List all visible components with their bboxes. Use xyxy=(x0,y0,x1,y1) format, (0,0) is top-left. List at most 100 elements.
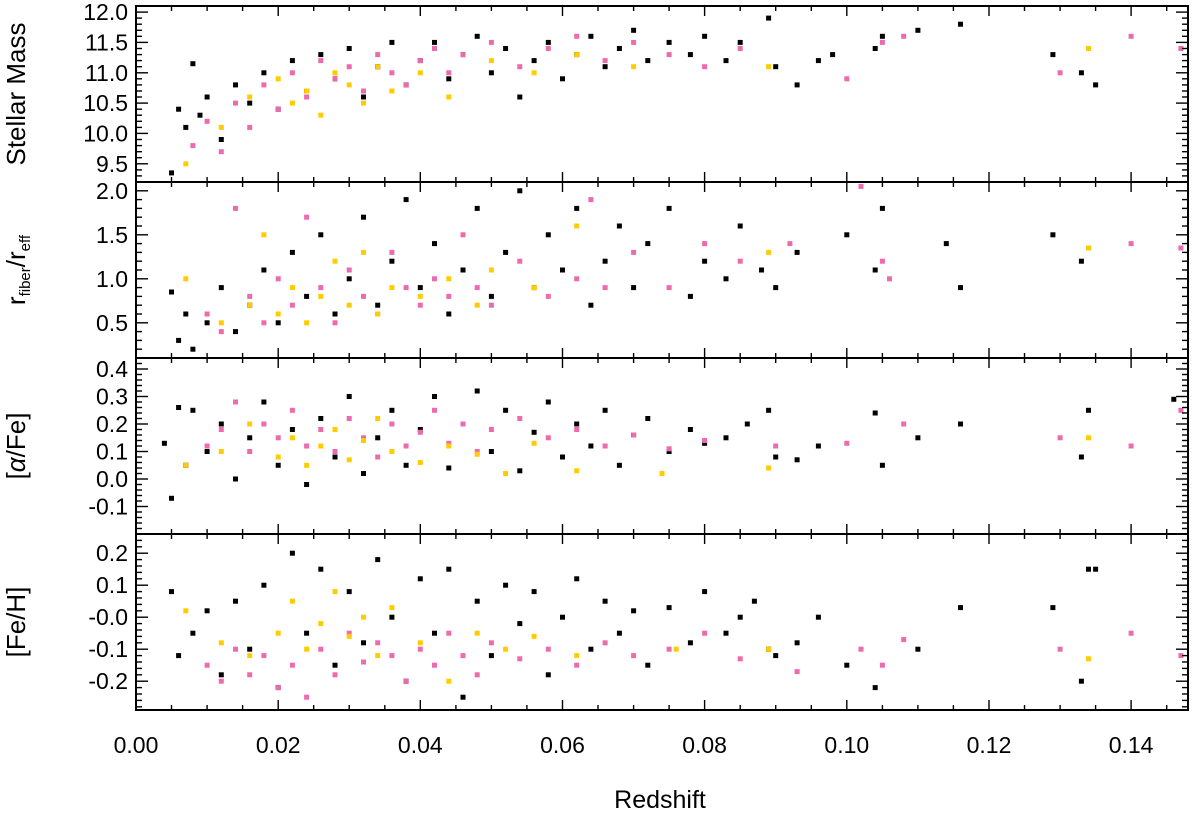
data-point xyxy=(204,662,210,668)
data-point xyxy=(588,302,594,308)
data-point xyxy=(872,46,878,51)
data-point xyxy=(247,646,253,652)
data-point xyxy=(275,454,281,460)
data-point xyxy=(346,457,352,463)
data-point xyxy=(474,302,480,308)
data-point xyxy=(488,302,494,308)
data-point xyxy=(361,88,366,94)
data-point xyxy=(346,267,352,273)
data-point xyxy=(631,653,637,659)
panel-4: -0.2 -0.1 -0.0 0.1 0.2 [Fe/H] xyxy=(1,533,1189,711)
data-point xyxy=(389,88,395,94)
data-point xyxy=(616,630,622,636)
y-tick-label: 1.5 xyxy=(96,222,128,248)
data-point xyxy=(446,440,452,446)
x-tick-label: 0.02 xyxy=(256,732,301,758)
data-point xyxy=(602,443,608,449)
data-point xyxy=(879,33,885,39)
y-tick-label: 0.2 xyxy=(96,411,128,437)
data-point xyxy=(531,633,537,639)
data-point xyxy=(574,33,580,39)
data-point xyxy=(645,662,651,668)
data-point xyxy=(289,285,295,291)
panel-4-frame xyxy=(135,533,1189,711)
data-point xyxy=(616,46,622,51)
data-point xyxy=(289,58,295,64)
data-point xyxy=(1128,241,1134,247)
data-point xyxy=(247,672,253,678)
data-point xyxy=(702,258,708,264)
data-point xyxy=(389,407,395,413)
data-point xyxy=(844,662,850,668)
y-tick-label: 0.3 xyxy=(96,384,128,410)
data-point xyxy=(531,440,537,446)
data-point xyxy=(218,329,224,335)
data-point xyxy=(1050,605,1056,611)
data-point xyxy=(460,52,466,58)
data-point xyxy=(737,39,743,45)
data-point xyxy=(723,630,729,636)
data-point xyxy=(588,443,594,449)
data-point xyxy=(218,427,224,432)
data-point xyxy=(318,443,324,449)
data-point xyxy=(247,653,253,659)
data-point xyxy=(631,249,637,255)
data-point xyxy=(702,64,708,70)
data-point xyxy=(531,58,537,64)
data-point xyxy=(403,443,409,449)
data-point xyxy=(289,550,295,556)
data-point xyxy=(183,276,189,282)
data-point xyxy=(503,646,509,652)
data-point xyxy=(1057,435,1063,441)
data-point xyxy=(488,640,494,646)
data-point xyxy=(318,52,324,58)
data-point xyxy=(389,285,395,291)
data-point xyxy=(1093,82,1099,88)
data-point xyxy=(616,223,622,229)
data-point xyxy=(318,427,324,432)
data-point xyxy=(545,293,551,299)
data-point xyxy=(304,214,310,220)
data-point xyxy=(204,449,210,454)
data-point xyxy=(560,454,565,460)
data-point xyxy=(218,672,224,678)
data-point xyxy=(275,462,281,468)
data-point xyxy=(346,589,352,595)
data-point xyxy=(204,94,210,100)
data-point xyxy=(233,598,238,604)
data-point xyxy=(830,52,836,58)
data-point xyxy=(403,285,409,291)
data-point xyxy=(261,421,267,427)
data-point xyxy=(361,214,366,220)
data-point xyxy=(169,289,174,295)
data-point xyxy=(545,39,551,45)
x-tick-label: 0.12 xyxy=(967,732,1012,758)
data-point xyxy=(616,462,622,468)
data-point xyxy=(346,394,352,399)
data-point xyxy=(204,443,210,449)
data-point xyxy=(261,399,267,405)
data-point xyxy=(488,293,494,299)
y-tick-label: 11.5 xyxy=(85,29,128,55)
data-point xyxy=(361,438,366,443)
panel-2: 0.5 1.0 1.5 2.0 rfiber/reff xyxy=(1,178,1189,359)
data-point xyxy=(943,241,949,247)
data-point xyxy=(190,407,196,413)
data-point xyxy=(361,249,366,255)
data-point xyxy=(815,443,821,449)
data-point xyxy=(304,320,310,326)
data-point xyxy=(389,614,395,620)
data-point xyxy=(766,407,772,413)
data-point xyxy=(702,589,708,595)
x-tick-label: 0.08 xyxy=(682,732,727,758)
x-tick-labels: 0.00 0.02 0.04 0.06 0.08 0.10 0.12 0.14 xyxy=(114,732,1154,758)
data-point xyxy=(289,249,295,255)
data-point xyxy=(417,576,423,582)
data-point xyxy=(503,249,509,255)
data-point xyxy=(574,662,580,668)
data-point xyxy=(844,440,850,446)
data-point xyxy=(1086,566,1091,572)
data-point xyxy=(958,21,963,27)
y-tick-label: 9.5 xyxy=(96,151,128,177)
data-point xyxy=(361,293,366,299)
